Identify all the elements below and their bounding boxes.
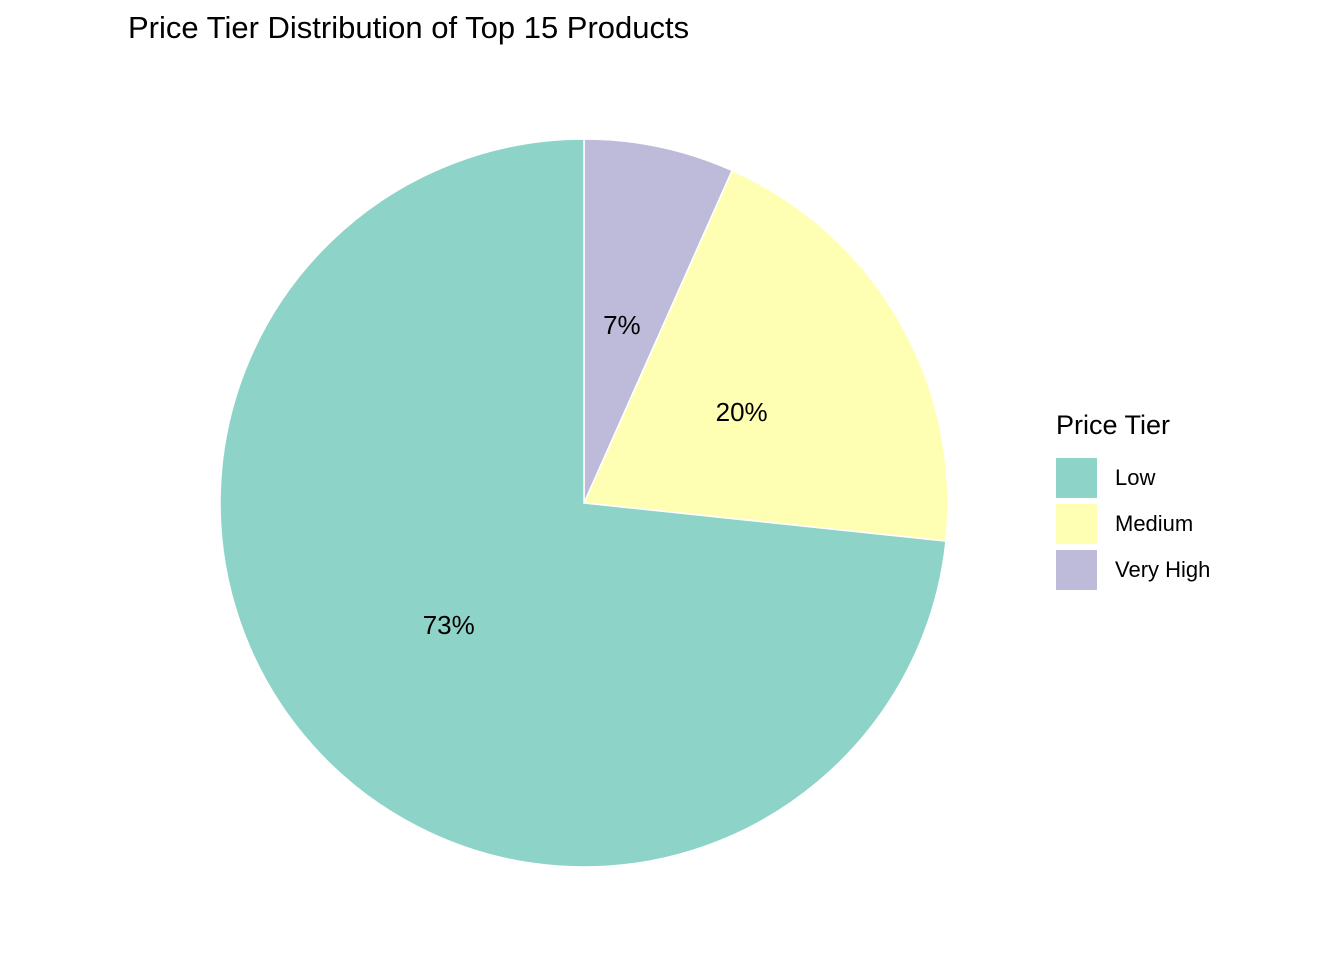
legend-label-medium: Medium: [1115, 511, 1194, 536]
legend-swatch-medium: [1056, 504, 1097, 544]
slice-label-low: 73%: [423, 610, 475, 640]
slice-label-very-high: 7%: [603, 310, 641, 340]
slice-label-medium: 20%: [716, 397, 768, 427]
legend-title: Price Tier: [1056, 410, 1171, 440]
pie-slices: [219, 138, 949, 868]
chart-title: Price Tier Distribution of Top 15 Produc…: [128, 10, 690, 45]
legend-item-medium: Medium: [1056, 501, 1210, 547]
legend: Price Tier Low Medium Very High: [1056, 410, 1210, 593]
pie-slice-very-high: [583, 138, 734, 504]
legend-swatch-low: [1056, 458, 1097, 498]
pie-slice-medium: [582, 169, 949, 542]
legend-label-low: Low: [1115, 465, 1156, 490]
legend-swatch-very-high: [1056, 550, 1097, 590]
legend-items: Low Medium Very High: [1056, 455, 1210, 593]
pie-slice-low: [219, 138, 947, 868]
pie-labels: 7% 20% 73%: [423, 310, 768, 640]
legend-item-very-high: Very High: [1056, 547, 1210, 593]
legend-item-low: Low: [1056, 455, 1210, 501]
legend-label-very-high: Very High: [1115, 557, 1211, 582]
